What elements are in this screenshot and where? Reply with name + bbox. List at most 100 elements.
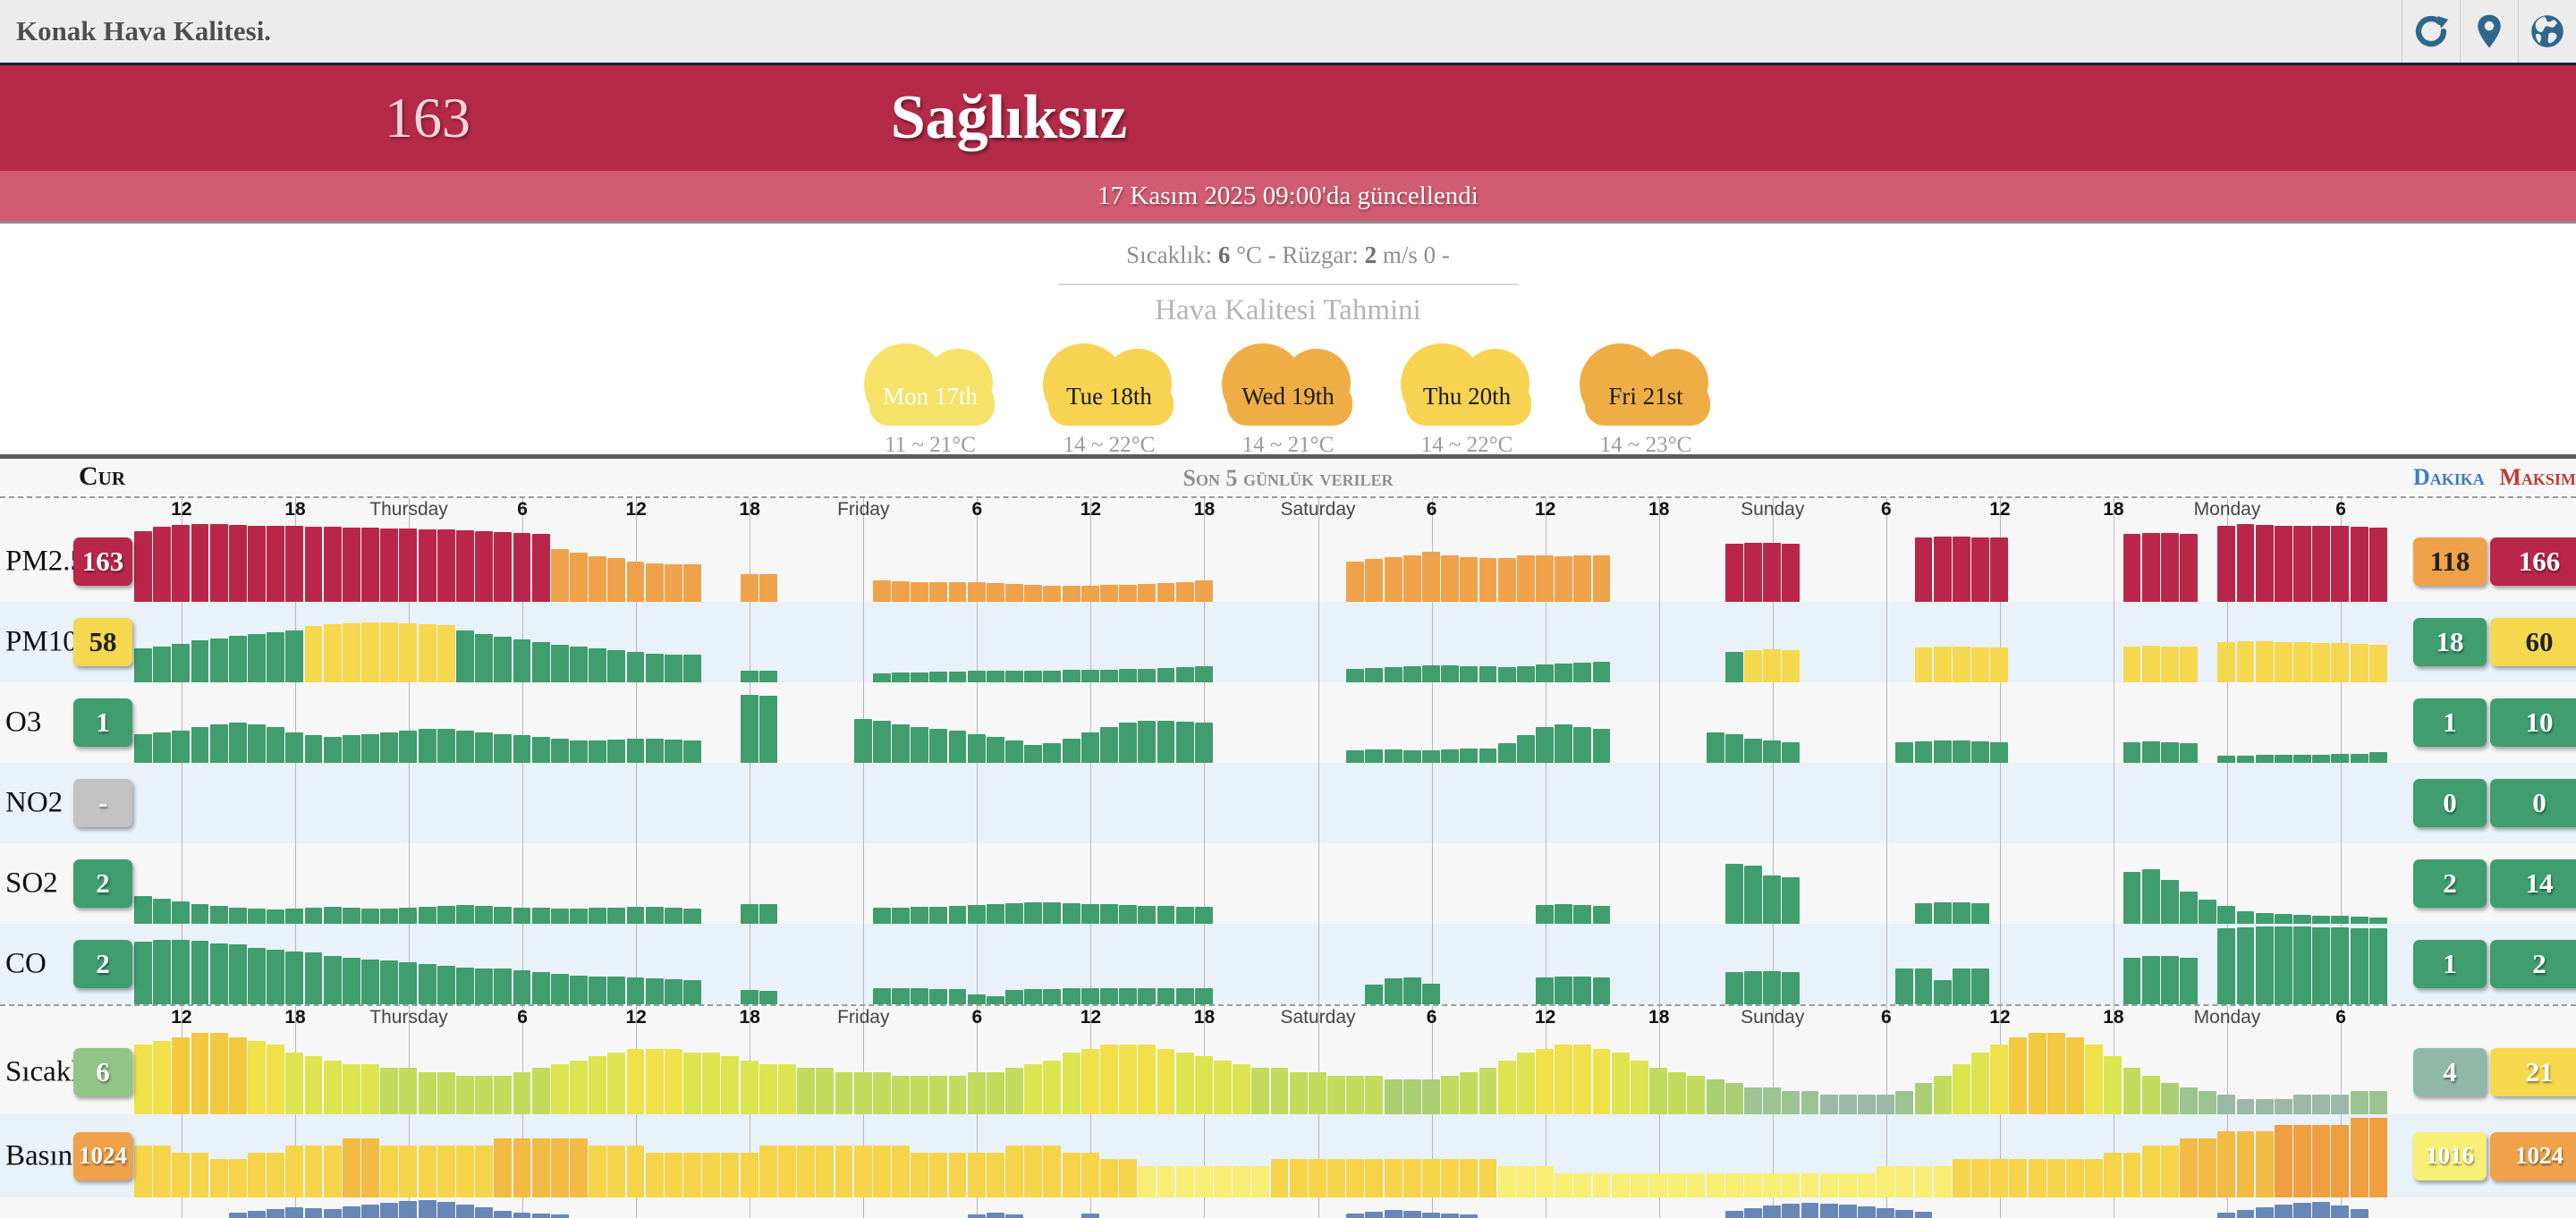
chart-bar[interactable] [1724, 1211, 1743, 1218]
chart-bar[interactable] [436, 1145, 455, 1197]
chart-bar[interactable] [1592, 1172, 1611, 1197]
chart-bar[interactable] [1119, 1159, 1138, 1197]
chart-bar[interactable] [2368, 1091, 2387, 1114]
chart-bar[interactable] [2236, 1131, 2255, 1197]
chart-bar[interactable] [1724, 651, 1743, 682]
chart-bar[interactable] [267, 1045, 285, 1114]
chart-bar[interactable] [1819, 1172, 1838, 1197]
chart-bar[interactable] [872, 721, 891, 763]
chart-bar[interactable] [531, 737, 550, 763]
chart-bar[interactable] [1744, 866, 1762, 924]
chart-bar[interactable] [1024, 745, 1043, 763]
chart-bar[interactable] [399, 529, 418, 602]
chart-bar[interactable] [285, 1207, 304, 1218]
chart-bar[interactable] [1422, 1159, 1440, 1197]
chart-bar[interactable] [1895, 1210, 1914, 1218]
chart-bar[interactable] [285, 630, 304, 682]
chart-bar[interactable] [967, 671, 986, 682]
chart-bar[interactable] [1460, 1159, 1479, 1197]
chart-bar[interactable] [1952, 1159, 1970, 1197]
chart-bar[interactable] [531, 1138, 550, 1197]
chart-bar[interactable] [967, 1071, 986, 1114]
chart-bar[interactable] [2199, 1091, 2217, 1114]
chart-bar[interactable] [589, 908, 607, 924]
chart-bar[interactable] [2312, 926, 2331, 1004]
chart-bar[interactable] [2123, 646, 2141, 682]
chart-bar[interactable] [2104, 1152, 2123, 1197]
chart-bar[interactable] [228, 1213, 247, 1218]
chart-bar[interactable] [494, 636, 513, 682]
chart-bar[interactable] [626, 562, 645, 602]
chart-bar[interactable] [570, 647, 588, 682]
chart-bar[interactable] [436, 965, 455, 1004]
chart-bar[interactable] [267, 632, 285, 682]
chart-bar[interactable] [2180, 1138, 2198, 1197]
chart-bar[interactable] [2217, 1095, 2236, 1114]
chart-bar[interactable] [1724, 733, 1743, 763]
chart-bar[interactable] [2368, 917, 2387, 924]
chart-bar[interactable] [683, 1052, 701, 1114]
chart-bar[interactable] [2255, 926, 2274, 1004]
chart-bar[interactable] [1592, 729, 1611, 763]
chart-bar[interactable] [607, 558, 626, 602]
chart-bar[interactable] [1157, 1166, 1175, 1197]
chart-bar[interactable] [2199, 900, 2217, 924]
chart-bar[interactable] [191, 727, 209, 763]
chart-bar[interactable] [494, 968, 513, 1004]
chart-bar[interactable] [1080, 586, 1099, 602]
chart-bar[interactable] [1971, 968, 1989, 1004]
chart-bar[interactable] [134, 941, 152, 1004]
chart-bar[interactable] [361, 1138, 379, 1197]
chart-bar[interactable] [1422, 983, 1440, 1004]
chart-bar[interactable] [1914, 537, 1933, 602]
chart-bar[interactable] [267, 727, 285, 763]
chart-bar[interactable] [209, 723, 228, 763]
chart-bar[interactable] [1384, 1210, 1402, 1218]
chart-bar[interactable] [323, 956, 342, 1004]
chart-bar[interactable] [436, 1071, 455, 1114]
chart-bar[interactable] [1289, 1071, 1308, 1114]
chart-bar[interactable] [1573, 1045, 1592, 1114]
chart-bar[interactable] [1592, 1048, 1611, 1114]
chart-bar[interactable] [626, 651, 645, 682]
chart-bar[interactable] [436, 906, 455, 924]
chart-bar[interactable] [1043, 1060, 1062, 1114]
chart-bar[interactable] [1346, 1075, 1365, 1114]
chart-bar[interactable] [191, 640, 209, 682]
chart-bar[interactable] [191, 1152, 209, 1197]
chart-bar[interactable] [1782, 1172, 1801, 1197]
chart-bar[interactable] [892, 1145, 910, 1197]
chart-bar[interactable] [418, 1200, 436, 1218]
chart-bar[interactable] [892, 723, 910, 763]
chart-bar[interactable] [1080, 903, 1099, 924]
chart-bar[interactable] [1744, 543, 1762, 602]
chart-bar[interactable] [1233, 1063, 1251, 1114]
chart-bar[interactable] [1668, 1172, 1687, 1197]
chart-bar[interactable] [475, 530, 494, 602]
chart-bar[interactable] [1990, 1045, 2009, 1114]
chart-bar[interactable] [2368, 1117, 2387, 1197]
chart-bar[interactable] [948, 672, 967, 682]
chart-bar[interactable] [872, 579, 891, 602]
chart-bar[interactable] [1365, 1159, 1384, 1197]
chart-bar[interactable] [2217, 1131, 2236, 1197]
chart-bar[interactable] [1365, 984, 1384, 1004]
chart-bar[interactable] [1460, 1071, 1479, 1114]
chart-bar[interactable] [153, 732, 172, 763]
chart-bar[interactable] [1838, 1172, 1857, 1197]
chart-bar[interactable] [607, 739, 626, 763]
chart-bar[interactable] [872, 908, 891, 924]
chart-bar[interactable] [1138, 988, 1157, 1004]
chart-bar[interactable] [456, 1205, 474, 1218]
chart-bar[interactable] [1555, 555, 1573, 602]
chart-bar[interactable] [911, 726, 929, 763]
chart-bar[interactable] [399, 731, 418, 763]
chart-bar[interactable] [1100, 1159, 1118, 1197]
chart-bar[interactable] [2255, 913, 2274, 924]
chart-bar[interactable] [209, 1033, 228, 1114]
chart-bar[interactable] [1592, 977, 1611, 1004]
chart-bar[interactable] [2331, 754, 2350, 763]
chart-bar[interactable] [2331, 926, 2350, 1004]
chart-bar[interactable] [285, 908, 304, 924]
chart-bar[interactable] [550, 1138, 569, 1197]
